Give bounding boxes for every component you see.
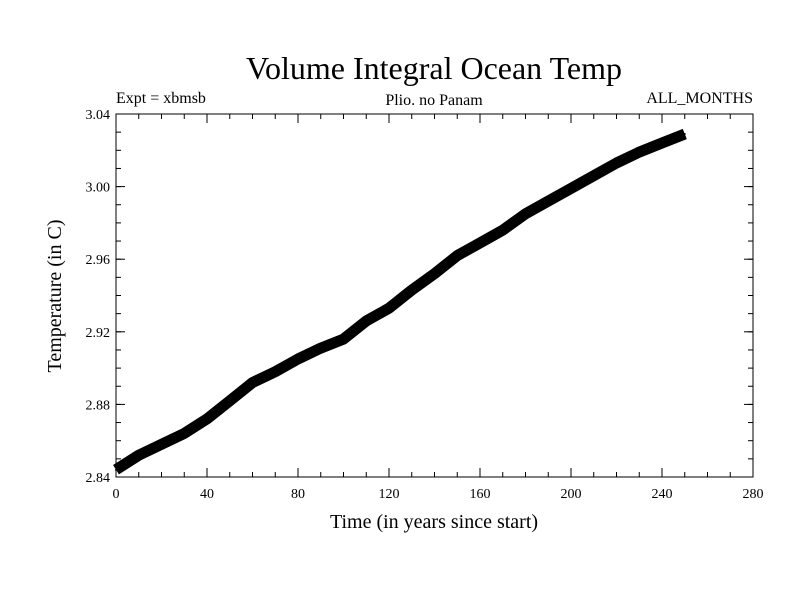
data-point: [342, 338, 345, 341]
y-tick-label: 3.04: [86, 108, 111, 123]
series-line: [113, 128, 687, 475]
data-point: [479, 241, 481, 244]
plot-frame: [115, 113, 754, 478]
data-point: [297, 358, 299, 361]
y-tick-label: 3.00: [86, 181, 111, 196]
data-point: [160, 443, 163, 446]
y-tick-label: 2.92: [86, 326, 111, 341]
data-point: [228, 399, 231, 402]
data-point: [638, 151, 641, 154]
x-tick-label: 120: [379, 487, 400, 502]
x-tick-label: 0: [113, 487, 120, 502]
data-point: [319, 347, 322, 350]
data-point: [410, 289, 413, 292]
data-point: [206, 417, 208, 420]
data-point: [592, 174, 595, 177]
data-point: [183, 432, 186, 435]
x-tick-label: 160: [470, 487, 491, 502]
x-tick-label: 240: [652, 487, 673, 502]
months-label: ALL_MONTHS: [646, 90, 753, 107]
data-point: [137, 454, 140, 457]
data-point: [570, 187, 572, 190]
series-layer: [113, 128, 687, 475]
run-label: Plio. no Panam: [385, 92, 483, 109]
chart-title: Volume Integral Ocean Temp: [246, 50, 622, 86]
x-tick-label: 80: [291, 487, 305, 502]
data-point: [388, 307, 390, 310]
data-point: [251, 381, 254, 384]
x-tick-label: 200: [561, 487, 582, 502]
x-tick-label: 40: [200, 487, 214, 502]
data-point: [433, 272, 436, 275]
data-point: [524, 212, 527, 215]
data-point: [661, 142, 663, 145]
data-point: [365, 319, 368, 322]
y-tick-label: 2.88: [86, 398, 111, 413]
y-tick-label: 2.96: [86, 253, 111, 268]
x-tick-label: 280: [743, 487, 764, 502]
data-point: [615, 162, 618, 165]
data-point: [683, 132, 686, 135]
y-tick-label: 2.84: [86, 471, 111, 486]
data-point: [547, 200, 550, 203]
experiment-label: Expt = xbmsb: [116, 90, 206, 107]
data-point: [274, 370, 277, 373]
x-axis-label: Time (in years since start): [330, 511, 538, 533]
data-point: [456, 254, 459, 257]
tick-layer: 0 40 80 120 160 200 240 280 2.84 2.88 2.92 2.96 3.00…: [86, 108, 764, 502]
y-axis-label: Temperature (in C): [44, 220, 66, 373]
data-point: [501, 229, 504, 232]
